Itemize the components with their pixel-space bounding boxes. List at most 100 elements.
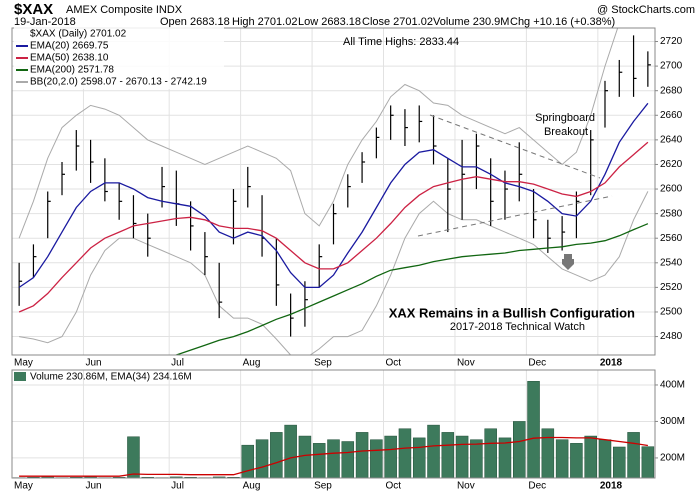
trend-line (429, 114, 601, 179)
x-tick-label: Jun (85, 358, 101, 369)
close: Close 2701.02 (362, 16, 433, 28)
volume-bar (470, 439, 483, 478)
headline: XAX Remains in a Bullish Configuration (389, 305, 635, 320)
y-tick-label: 2680 (660, 85, 683, 96)
volume-bar (441, 432, 455, 478)
annotation: All Time Highs: 2833.44 (343, 36, 459, 48)
y-tick-label: 300M (660, 416, 685, 427)
volume-bar (598, 439, 612, 478)
volume-bar (541, 428, 555, 478)
x-tick-label: 2018 (600, 481, 623, 492)
ema-line (18, 102, 649, 289)
y-tick-label: 2520 (660, 282, 683, 293)
x-tick-label: Sep (314, 481, 332, 492)
volume: Volume 230.9M (433, 16, 509, 28)
volume-bar (484, 428, 497, 478)
volume-bar (270, 432, 283, 478)
volume-bar (327, 439, 340, 478)
subtitle: 2017-2018 Technical Watch (450, 321, 585, 333)
volume-bar (455, 435, 469, 478)
price-frame (11, 27, 656, 356)
y-tick-label: 2620 (660, 159, 683, 170)
x-tick-label: Oct (386, 358, 402, 369)
y-tick-label: 2500 (660, 307, 683, 318)
ema-line (174, 223, 649, 355)
volume-bar (398, 428, 412, 478)
volume-bar (127, 436, 140, 478)
volume-bar (284, 424, 297, 478)
volume-bar (370, 439, 383, 478)
bollinger-band (19, 191, 649, 355)
high: High 2701.02 (232, 16, 297, 28)
volume-legend: Volume 230.86M, EMA(34) 234.16M (30, 372, 192, 383)
volume-bar (255, 439, 269, 478)
low: Low 2683.18 (298, 16, 361, 28)
x-tick-label: May (14, 481, 33, 492)
volume-bar (412, 437, 426, 478)
legend: $XAX (Daily) 2701.02 EMA(20) 2669.75 EMA… (14, 27, 224, 89)
x-tick-label: Dec (528, 358, 546, 369)
legend-entry: $XAX (Daily) 2701.02 (30, 29, 127, 40)
legend-entry: EMA(200) 2571.78 (30, 65, 114, 76)
x-tick-label: Aug (243, 358, 261, 369)
volume-bar (627, 432, 640, 478)
y-tick-label: 2640 (660, 135, 683, 146)
y-tick-label: 2660 (660, 110, 683, 121)
open: Open 2683.18 (160, 16, 230, 28)
volume-bar (312, 443, 326, 478)
labels: 2480 2500 2520 2540 2560 2580 2600 2620 2640 2660… (14, 36, 685, 491)
x-tick-label: Oct (386, 481, 402, 492)
y-tick-label: 2600 (660, 184, 683, 195)
volume-bar (513, 421, 526, 478)
volume-bar (241, 444, 255, 478)
index-name: AMEX Composite INDX (66, 4, 183, 16)
y-tick-label: 2560 (660, 233, 683, 244)
x-tick-label: Aug (243, 481, 261, 492)
y-tick-label: 2480 (660, 331, 683, 342)
volume-bar (498, 437, 512, 478)
legend-entry: BB(20,2.0) 2598.07 - 2670.13 - 2742.19 (30, 77, 207, 88)
volume-bar (355, 432, 369, 478)
bollinger-band (18, 28, 619, 239)
volume-bar (298, 435, 312, 478)
volume-bar (641, 446, 655, 478)
volume-bar (384, 435, 397, 478)
legend-box (14, 27, 224, 89)
change: Chg +10.16 (+0.38%) (510, 16, 615, 28)
y-tick-label: 2580 (660, 208, 683, 219)
x-tick-label: Nov (457, 481, 475, 492)
x-tick-label: Jul (171, 358, 184, 369)
y-tick-label: 400M (660, 380, 685, 391)
volume-bar (555, 439, 569, 478)
x-tick-label: Jul (171, 481, 184, 492)
x-tick-label: Dec (528, 481, 546, 492)
x-tick-label: 2018 (600, 358, 623, 369)
volume-frame (11, 369, 656, 479)
legend-swatch (14, 372, 26, 381)
legend-entry: EMA(50) 2638.10 (30, 53, 109, 64)
volume-bar (570, 443, 583, 478)
date: 19-Jan-2018 (14, 16, 76, 28)
trend-line (417, 195, 613, 237)
legend-entry: EMA(20) 2669.75 (30, 41, 109, 52)
volume-bar (613, 446, 626, 478)
annotation: Springboard (535, 112, 595, 124)
volume-ema (19, 436, 648, 477)
volume-bar (341, 441, 355, 478)
volume-bar (527, 381, 540, 478)
y-tick-label: 200M (660, 453, 685, 464)
volume-bar (584, 435, 597, 478)
annotation: Breakout (544, 126, 588, 138)
x-tick-label: Sep (314, 358, 332, 369)
ema-line (18, 141, 649, 313)
volume-bar (427, 424, 440, 478)
price-plot (18, 28, 651, 355)
x-tick-label: Jun (85, 481, 101, 492)
y-tick-label: 2720 (660, 36, 683, 47)
arrow-stem (564, 254, 572, 262)
source: @ StockCharts.com (597, 4, 695, 16)
y-tick-label: 2540 (660, 257, 683, 268)
y-tick-label: 2700 (660, 61, 683, 72)
symbol: $XAX (14, 1, 53, 18)
